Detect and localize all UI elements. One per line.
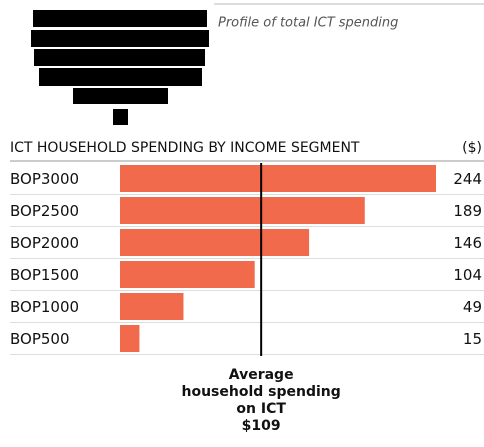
unit-label: ($) <box>462 140 482 156</box>
bar <box>120 165 436 192</box>
bar <box>120 229 310 256</box>
bar <box>120 325 140 352</box>
funnel-bar <box>73 88 168 104</box>
value-label: 15 <box>463 330 482 348</box>
funnel-bar <box>31 30 209 47</box>
chart-title: ICT HOUSEHOLD SPENDING BY INCOME SEGMENT <box>10 140 360 156</box>
funnel-icon <box>31 10 209 125</box>
funnel-bar <box>39 68 202 86</box>
category-label: BOP2500 <box>10 202 79 220</box>
category-label: BOP500 <box>10 330 70 348</box>
funnel-bar <box>34 49 205 66</box>
value-label: 104 <box>453 266 482 284</box>
value-label: 49 <box>463 298 482 316</box>
category-label: BOP3000 <box>10 170 79 188</box>
category-label: BOP2000 <box>10 234 79 252</box>
bar <box>120 293 184 320</box>
average-annotation: household spending <box>182 384 341 400</box>
average-annotation: Average <box>229 367 294 383</box>
funnel-bar <box>113 109 128 125</box>
category-label: BOP1500 <box>10 266 79 284</box>
bar <box>120 197 365 224</box>
value-label: 189 <box>453 202 482 220</box>
caption: Profile of total ICT spending <box>218 16 398 31</box>
average-value: $109 <box>242 418 281 434</box>
value-label: 244 <box>453 170 482 188</box>
value-label: 146 <box>453 234 482 252</box>
bar <box>120 261 255 288</box>
average-annotation: on ICT <box>236 401 286 417</box>
category-label: BOP1000 <box>10 298 79 316</box>
funnel-bar <box>33 10 207 27</box>
